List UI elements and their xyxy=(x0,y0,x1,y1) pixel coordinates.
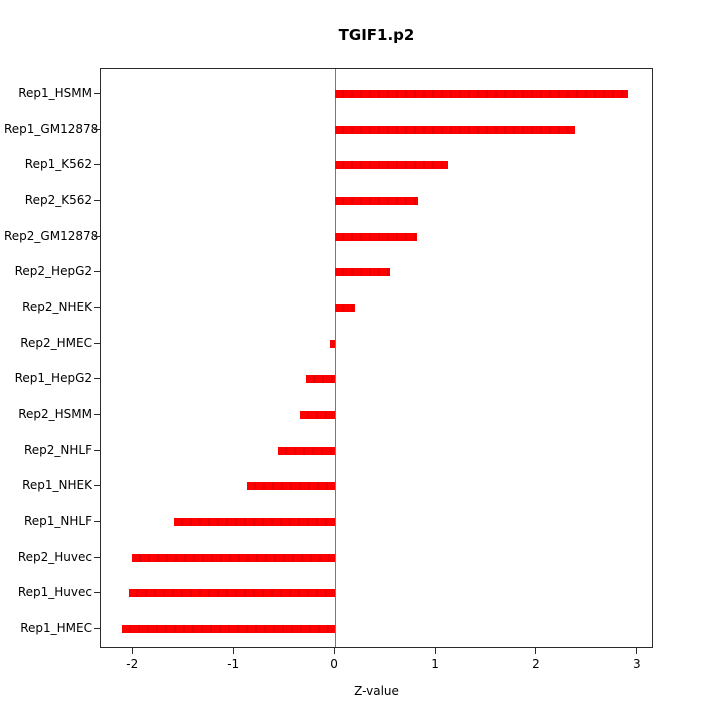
y-tick-label: Rep2_NHLF xyxy=(23,442,92,457)
x-tick-mark xyxy=(434,648,436,654)
bar-Rep2_HMEC xyxy=(330,339,336,348)
y-tick-mark xyxy=(94,307,100,308)
y-tick-mark xyxy=(94,521,100,522)
y-tick-mark xyxy=(94,449,100,451)
y-tick-label: Rep1_HSMM xyxy=(18,86,92,100)
bar-Rep1_HMEC xyxy=(122,625,336,633)
y-tick-label: Rep1_NHEK xyxy=(22,478,92,493)
x-tick-label: 3 xyxy=(633,657,641,671)
y-tick-label: Rep1_HepG2 xyxy=(14,371,92,386)
y-tick-label: Rep2_HSMM xyxy=(18,407,92,421)
chart-title: TGIF1.p2 xyxy=(338,26,415,44)
y-tick-label: Rep1_Huvec xyxy=(17,585,92,600)
zero-reference-line xyxy=(334,69,336,647)
bar-Rep2_K562 xyxy=(335,197,418,205)
bar-Rep1_HSMM xyxy=(335,90,628,98)
y-tick-mark xyxy=(94,93,100,94)
bar-Rep2_HepG2 xyxy=(335,268,390,277)
x-tick-mark xyxy=(636,648,638,654)
y-tick-mark xyxy=(94,628,100,629)
bar-Rep2_Huvec xyxy=(132,553,336,562)
x-tick-label: 1 xyxy=(431,657,439,671)
bar-Rep1_NHEK xyxy=(247,482,336,491)
x-tick-label: 0 xyxy=(330,657,338,671)
y-tick-label: Rep2_NHEK xyxy=(22,300,92,314)
bar-Rep2_HSMM xyxy=(299,411,336,419)
y-tick-label: Rep2_K562 xyxy=(24,193,92,207)
x-tick-mark xyxy=(232,648,234,654)
bar-Rep2_NHEK xyxy=(335,304,356,312)
y-tick-mark xyxy=(94,128,100,130)
y-tick-label: Rep1_HMEC xyxy=(20,621,92,635)
bar-Rep1_Huvec xyxy=(129,589,336,598)
y-tick-label: Rep2_GM12878 xyxy=(4,228,99,243)
bar-Rep1_NHLF xyxy=(173,518,336,526)
y-tick-label: Rep1_K562 xyxy=(24,157,92,172)
x-axis-label: Z-value xyxy=(354,684,399,698)
y-tick-label: Rep1_GM12878 xyxy=(4,121,99,136)
y-tick-mark xyxy=(94,414,100,415)
y-tick-mark xyxy=(94,592,100,594)
x-tick-mark xyxy=(535,648,537,654)
y-tick-mark xyxy=(94,271,100,273)
y-tick-mark xyxy=(94,378,100,380)
y-tick-mark xyxy=(94,200,100,201)
plot-area xyxy=(100,68,653,648)
x-tick-label: -1 xyxy=(227,657,240,671)
bar-Rep1_HepG2 xyxy=(305,375,336,384)
x-tick-label: 2 xyxy=(532,657,540,671)
bar-Rep1_K562 xyxy=(335,161,449,170)
x-tick-mark xyxy=(333,648,335,654)
y-tick-label: Rep2_HepG2 xyxy=(14,264,92,279)
y-tick-mark xyxy=(94,485,100,487)
y-tick-label: Rep2_HMEC xyxy=(20,335,92,350)
bar-Rep2_NHLF xyxy=(277,446,336,455)
y-tick-label: Rep1_NHLF xyxy=(23,514,92,528)
y-tick-mark xyxy=(94,164,100,166)
bar-Rep2_GM12878 xyxy=(335,232,417,241)
y-tick-mark xyxy=(94,235,100,237)
y-tick-mark xyxy=(94,556,100,558)
y-tick-label: Rep2_Huvec xyxy=(17,549,92,564)
y-tick-mark xyxy=(94,342,100,344)
bar-Rep1_GM12878 xyxy=(335,125,576,134)
x-tick-label: -2 xyxy=(126,657,139,671)
x-tick-mark xyxy=(131,648,133,654)
